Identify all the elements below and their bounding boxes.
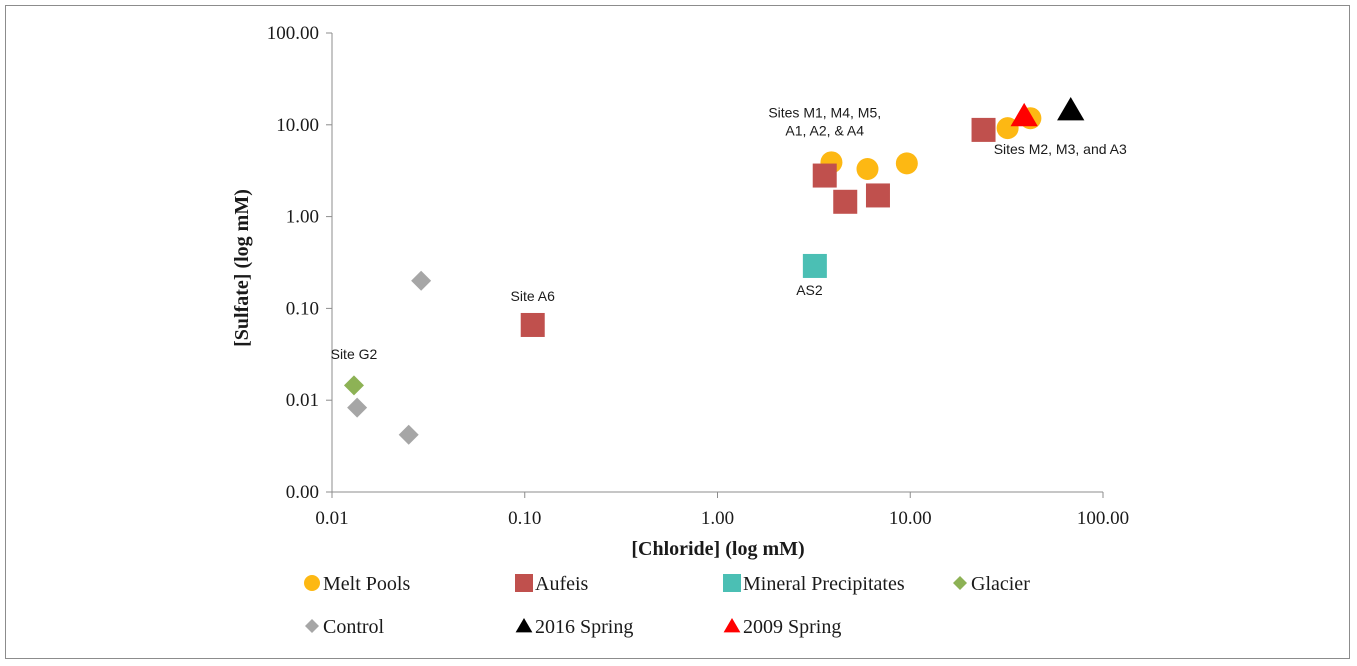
data-point-control — [398, 424, 419, 445]
y-tick-label: 0.10 — [286, 298, 319, 319]
legend-marker-control — [305, 619, 319, 633]
data-point-aufeis — [520, 312, 545, 337]
y-tick-label: 0.01 — [286, 390, 319, 411]
data-point-aufeis — [812, 163, 837, 188]
annotation-label: AS2 — [796, 282, 823, 298]
y-tick-label: 100.00 — [267, 23, 319, 44]
legend-marker-aufeis — [515, 574, 533, 592]
legend-label-control: Control — [323, 616, 385, 638]
legend-label-mineral-precipitates: Mineral Precipitates — [743, 573, 905, 595]
legend-label-2016-spring: 2016 Spring — [535, 616, 633, 638]
x-tick-label: 0.01 — [315, 508, 348, 529]
legend-label-aufeis: Aufeis — [535, 573, 589, 595]
x-tick-label: 1.00 — [701, 508, 734, 529]
y-tick-label: 0.00 — [286, 482, 319, 503]
legend-marker-2009-spring — [723, 618, 741, 633]
annotation-line: AS2 — [796, 282, 823, 298]
x-tick-label: 100.00 — [1077, 508, 1129, 529]
data-point-mineral-precipitates — [802, 253, 827, 278]
annotation-label: Site G2 — [331, 346, 378, 362]
legend-label-melt-pools: Melt Pools — [323, 573, 410, 595]
data-points — [343, 96, 1085, 445]
x-tick-label: 10.00 — [889, 508, 932, 529]
data-point-melt-pools — [895, 152, 918, 175]
annotation-line: Site G2 — [331, 346, 378, 362]
data-point-melt-pools — [856, 158, 879, 181]
data-point-aufeis — [971, 117, 996, 142]
data-point-2009-spring — [1010, 102, 1038, 127]
y-tick-label: 10.00 — [276, 115, 319, 136]
legend-label-glacier: Glacier — [971, 573, 1030, 595]
data-point-control — [347, 397, 368, 418]
data-point-glacier — [343, 375, 364, 396]
x-tick-label: 0.10 — [508, 508, 541, 529]
annotation-label: Site A6 — [511, 288, 556, 304]
data-point-2016-spring — [1057, 96, 1085, 121]
y-tick-label: 1.00 — [286, 207, 319, 228]
legend-marker-glacier — [953, 576, 967, 590]
data-point-control — [411, 270, 432, 291]
annotation-line: Site A6 — [511, 288, 556, 304]
tick-labels: 0.01 0.10 1.00 10.00 100.00 0.00 0.01 0.10 1.00 1… — [267, 23, 1129, 529]
legend: Melt Pools Aufeis Mineral Precipitates Glac… — [304, 573, 1030, 638]
annotations: Sites M1, M4, M5, A1, A2, & A4 Sites M2, M… — [331, 105, 1127, 363]
legend-label-2009-spring: 2009 Spring — [743, 616, 841, 638]
annotation-label: Sites M1, M4, M5, A1, A2, & A4 — [768, 105, 881, 139]
annotation-label: Sites M2, M3, and A3 — [994, 141, 1127, 157]
y-axis-label: [Sulfate] (log mM) — [231, 189, 253, 347]
figure-frame — [5, 5, 1350, 659]
data-point-aufeis — [865, 183, 890, 208]
data-point-aufeis — [833, 189, 858, 214]
axes — [326, 32, 1104, 498]
legend-marker-mineral-precipitates — [723, 574, 741, 592]
legend-marker-melt-pools — [304, 575, 320, 591]
annotation-line: A1, A2, & A4 — [785, 123, 864, 139]
x-axis-label: [Chloride] (log mM) — [631, 538, 804, 560]
legend-marker-2016-spring — [515, 618, 533, 633]
annotation-line: Sites M2, M3, and A3 — [994, 141, 1127, 157]
annotation-line: Sites M1, M4, M5, — [768, 105, 881, 121]
